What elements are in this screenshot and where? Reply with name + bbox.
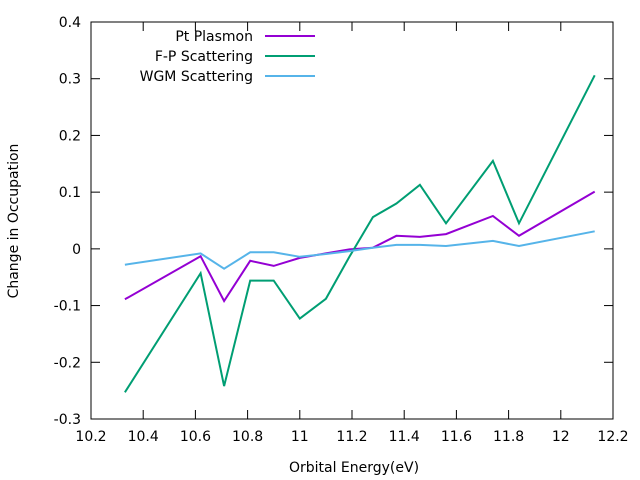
y-axis-label: Change in Occupation [6, 144, 22, 299]
y-tick-label: 0.4 [59, 15, 81, 31]
x-tick-label: 11 [291, 429, 309, 445]
y-tick-label: -0.2 [54, 355, 81, 371]
y-tick-label: 0 [72, 242, 81, 258]
y-tick-label: 0.2 [59, 128, 81, 144]
x-tick-label: 11.6 [441, 429, 472, 445]
series-line-f-p-scattering [124, 74, 596, 393]
legend-label-f-p-scattering: F-P Scattering [155, 49, 253, 65]
x-tick-label: 12.2 [597, 429, 628, 445]
x-tick-label: 10.2 [75, 429, 106, 445]
y-tick-label: 0.3 [59, 72, 81, 88]
axis-ticks [90, 21, 614, 420]
series-line-wgm-scattering [124, 230, 595, 270]
y-tick-label: -0.3 [54, 412, 81, 428]
y-tick-label: 0.1 [59, 185, 81, 201]
x-tick-label: 10.8 [232, 429, 263, 445]
x-tick-labels: 10.2 10.4 10.6 10.8 11 11.2 11.4 11.6 11.8 12 12.2 [75, 429, 628, 445]
x-tick-label: 12 [552, 429, 570, 445]
legend-label-wgm-scattering: WGM Scattering [140, 69, 253, 85]
x-tick-label: 11.2 [336, 429, 367, 445]
y-tick-labels: -0.3 -0.2 -0.1 0 0.1 0.2 0.3 0.4 [54, 15, 81, 428]
x-tick-label: 11.4 [389, 429, 420, 445]
y-tick-label: -0.1 [54, 299, 81, 315]
legend-label-pt-plasmon: Pt Plasmon [175, 29, 253, 45]
plot-marks [124, 74, 596, 393]
x-tick-label: 10.4 [128, 429, 159, 445]
x-tick-label: 10.6 [180, 429, 211, 445]
series-line-pt-plasmon [124, 190, 596, 303]
x-tick-label: 11.8 [493, 429, 524, 445]
legend: Pt Plasmon F-P Scattering WGM Scattering [140, 29, 315, 85]
x-axis-label: Orbital Energy(eV) [289, 460, 419, 476]
